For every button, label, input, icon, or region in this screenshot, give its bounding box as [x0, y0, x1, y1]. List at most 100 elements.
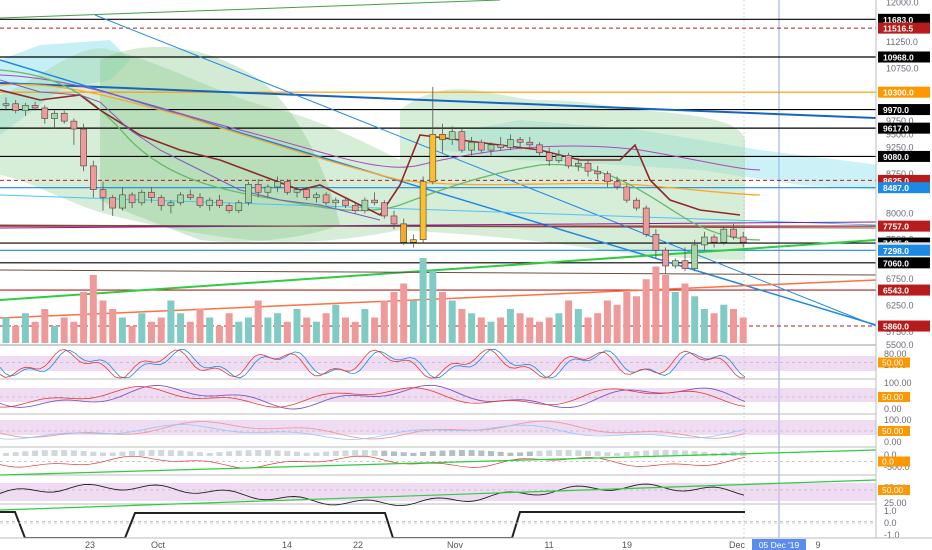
candle[interactable]: [448, 126, 456, 145]
candle[interactable]: [739, 231, 747, 248]
candle[interactable]: [264, 184, 272, 198]
candle[interactable]: [109, 194, 116, 216]
candle[interactable]: [497, 136, 505, 151]
candle[interactable]: [720, 226, 728, 245]
current-date-badge[interactable]: [752, 539, 806, 550]
candle[interactable]: [681, 247, 689, 272]
candle[interactable]: [400, 218, 408, 245]
indicator-panel-rsi_a[interactable]: [0, 388, 932, 415]
candle[interactable]: [254, 179, 262, 198]
candle[interactable]: [710, 234, 718, 248]
candle[interactable]: [613, 176, 621, 190]
candle[interactable]: [545, 147, 553, 166]
candle[interactable]: [274, 176, 281, 193]
macd-histogram-bar: [449, 450, 456, 456]
candle[interactable]: [332, 197, 340, 209]
candle[interactable]: [60, 110, 68, 124]
candle[interactable]: [80, 123, 87, 172]
candle[interactable]: [138, 189, 146, 206]
candle[interactable]: [177, 192, 184, 206]
candle[interactable]: [293, 186, 301, 198]
candle[interactable]: [157, 194, 165, 211]
candle[interactable]: [390, 210, 398, 230]
candle[interactable]: [22, 102, 29, 116]
macd-line: [0, 455, 746, 469]
candle[interactable]: [225, 202, 233, 214]
candle[interactable]: [196, 193, 204, 209]
candle[interactable]: [487, 142, 495, 156]
candle[interactable]: [458, 129, 466, 153]
candle[interactable]: [128, 192, 136, 209]
candle[interactable]: [604, 171, 611, 187]
candle[interactable]: [662, 247, 669, 274]
candle[interactable]: [584, 160, 592, 177]
candle[interactable]: [507, 134, 514, 151]
candle[interactable]: [31, 101, 39, 111]
candle[interactable]: [283, 179, 291, 195]
candle[interactable]: [313, 192, 320, 203]
candle[interactable]: [536, 142, 543, 156]
price-axis[interactable]: 80.0020.0050.00100.0050.000.0050.00100.0…: [875, 0, 932, 540]
indicator-panes[interactable]: [0, 348, 932, 539]
candle[interactable]: [565, 152, 572, 169]
candle[interactable]: [51, 110, 58, 130]
candle[interactable]: [652, 229, 660, 259]
macd-histogram-bar: [148, 450, 155, 456]
candle-body: [187, 194, 194, 198]
candle[interactable]: [429, 86, 437, 185]
candle[interactable]: [119, 186, 126, 211]
candle[interactable]: [2, 97, 10, 111]
candle[interactable]: [361, 197, 369, 214]
macd-histogram-bar: [604, 452, 611, 456]
candle[interactable]: [148, 186, 155, 203]
candle[interactable]: [477, 139, 485, 153]
candle[interactable]: [555, 150, 563, 164]
candle[interactable]: [303, 186, 311, 201]
candle[interactable]: [167, 200, 175, 214]
candle[interactable]: [642, 205, 650, 238]
candle[interactable]: [70, 118, 78, 145]
candle[interactable]: [41, 105, 49, 124]
candle[interactable]: [701, 231, 708, 251]
candle-body: [555, 155, 563, 161]
candle[interactable]: [187, 189, 194, 201]
candle[interactable]: [623, 184, 631, 203]
macd-histogram-bar: [119, 451, 126, 456]
candle[interactable]: [730, 223, 737, 240]
candle[interactable]: [342, 197, 349, 209]
candle[interactable]: [380, 200, 388, 219]
candle[interactable]: [245, 181, 252, 206]
candle[interactable]: [516, 136, 524, 148]
candle[interactable]: [235, 200, 243, 214]
candle[interactable]: [439, 123, 446, 153]
candle[interactable]: [99, 181, 107, 211]
candle[interactable]: [216, 194, 223, 209]
time-tick-label: 11: [544, 540, 553, 550]
candle[interactable]: [351, 202, 359, 214]
price-pane[interactable]: [0, 0, 932, 538]
price-tick-label: 8000.0: [886, 208, 914, 218]
candle[interactable]: [468, 136, 475, 156]
macd-histogram-bar: [32, 450, 39, 456]
candle[interactable]: [12, 100, 19, 114]
candle[interactable]: [322, 192, 330, 206]
macd-histogram-bar: [129, 450, 136, 456]
candle[interactable]: [633, 197, 640, 211]
indicator-panel-macd[interactable]: [0, 461, 932, 476]
candle[interactable]: [206, 197, 213, 211]
candle-body: [22, 105, 29, 111]
candle[interactable]: [90, 160, 97, 198]
indicator-panel-stoch_rsi[interactable]: [0, 356, 932, 380]
candle[interactable]: [410, 234, 417, 248]
candle[interactable]: [671, 258, 679, 269]
time-axis[interactable]: 23 Oct 14 22 Nov 11 19 Dec 9 05 Dec '19: [0, 537, 932, 550]
candle[interactable]: [691, 239, 699, 272]
candle[interactable]: [371, 192, 378, 206]
candle[interactable]: [526, 136, 534, 148]
candle[interactable]: [419, 176, 427, 243]
candle-body: [245, 184, 252, 204]
candle[interactable]: [574, 158, 582, 172]
candle[interactable]: [594, 165, 602, 180]
volume-bar: [681, 283, 689, 343]
